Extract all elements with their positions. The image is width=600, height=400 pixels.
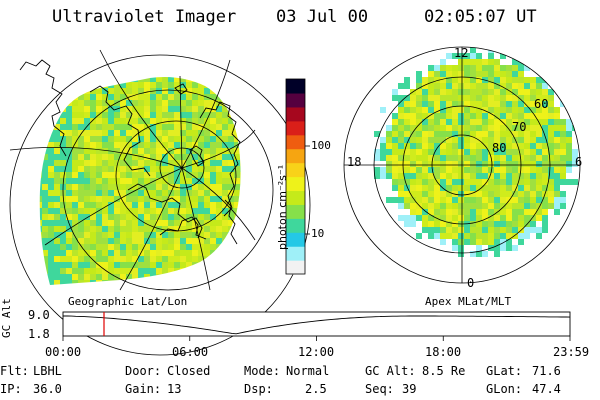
status-glon-value: 47.4 xyxy=(532,382,561,396)
timeline-ticks xyxy=(62,336,571,341)
observation-date: 03 Jul 00 xyxy=(276,7,369,27)
status-dsp-value: 2.5 xyxy=(305,382,327,396)
status-mode-key: Mode: xyxy=(244,364,281,378)
status-ip-key: IP: xyxy=(0,382,22,396)
status-mode-value: Normal xyxy=(286,364,330,378)
color-scale-frame xyxy=(285,78,306,275)
timeline-x-tick-0000: 00:00 xyxy=(45,345,82,359)
status-ip-value: 36.0 xyxy=(33,382,62,396)
status-seq-value: 39 xyxy=(402,382,417,396)
color-tick-label-10: 10 xyxy=(311,227,325,240)
status-gcalt-key: GC Alt: xyxy=(365,364,416,378)
mlt-label-12: 12 xyxy=(454,46,469,60)
mlt-label-0: 0 xyxy=(467,276,475,290)
timeline-x-tick-0600: 06:00 xyxy=(172,345,209,359)
timeline-x-tick-1800: 18:00 xyxy=(425,345,462,359)
apex-polar-panel xyxy=(343,46,581,284)
polar-grid xyxy=(343,46,581,284)
status-gain-value: 13 xyxy=(167,382,182,396)
mlt-label-18: 18 xyxy=(347,155,362,169)
status-glat-value: 71.6 xyxy=(532,364,561,378)
timeline-x-tick-2359: 23:59 xyxy=(553,345,590,359)
timeline-y-tick-min: 1.8 xyxy=(28,327,50,341)
altitude-timeline xyxy=(62,311,571,341)
status-dsp-key: Dsp: xyxy=(244,382,273,396)
polar-emission-image xyxy=(374,47,578,257)
geo-coastlines xyxy=(19,59,241,245)
status-glat-key: GLat: xyxy=(486,364,523,378)
timeline-frame xyxy=(62,311,571,337)
altitude-curve xyxy=(63,315,571,335)
geo-panel-caption: Geographic Lat/Lon xyxy=(68,295,188,308)
status-door-key: Door: xyxy=(125,364,162,378)
color-scale-bar xyxy=(286,79,305,275)
status-glon-key: GLon: xyxy=(486,382,523,396)
status-seq-key: Seq: xyxy=(365,382,394,396)
polar-panel-caption: Apex MLat/MLT xyxy=(425,295,512,308)
geo-map-panel xyxy=(9,49,311,356)
timeline-y-tick-max: 9.0 xyxy=(28,308,50,322)
status-gcalt-value: 8.5 Re xyxy=(422,364,466,378)
status-door-value: Closed xyxy=(167,364,211,378)
status-gain-key: Gain: xyxy=(125,382,162,396)
color-scale-unit: photon cm⁻²s⁻¹ xyxy=(276,164,289,250)
status-flt-key: Flt: xyxy=(0,364,29,378)
mlat-label-80: 80 xyxy=(492,141,507,155)
geo-longitude-grid xyxy=(9,49,256,291)
mlt-label-6: 6 xyxy=(575,155,583,169)
timeline-axis-title: GC Alt xyxy=(0,298,13,338)
mlat-label-60: 60 xyxy=(534,97,549,111)
mlat-label-70: 70 xyxy=(512,120,527,134)
observation-time: 02:05:07 UT xyxy=(424,7,537,27)
timeline-x-tick-1200: 12:00 xyxy=(298,345,335,359)
color-tick-label-100: 100 xyxy=(311,139,331,152)
status-flt-value: LBHL xyxy=(33,364,62,378)
instrument-title: Ultraviolet Imager xyxy=(52,7,237,27)
